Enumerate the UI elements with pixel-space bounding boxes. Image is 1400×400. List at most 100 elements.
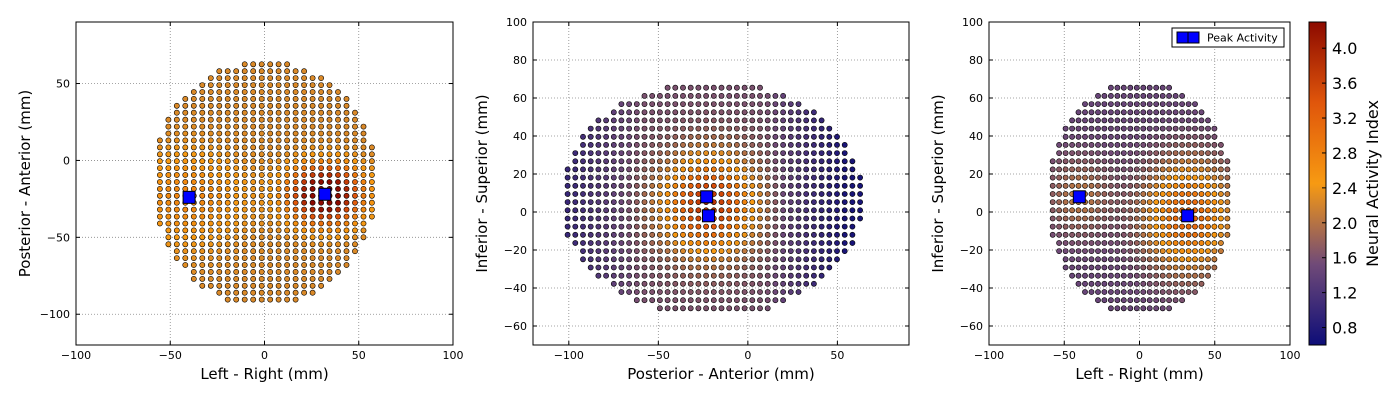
data-point: [1120, 289, 1127, 295]
data-point: [649, 199, 656, 205]
data-point: [173, 102, 180, 109]
data-point: [1179, 117, 1185, 124]
data-point: [241, 61, 248, 68]
data-point: [1172, 256, 1179, 263]
data-point: [1166, 109, 1172, 116]
data-point: [1056, 223, 1062, 230]
data-point: [618, 109, 625, 116]
data-point: [1075, 215, 1082, 222]
data-point: [811, 256, 817, 263]
data-point: [1159, 133, 1166, 140]
data-point: [803, 264, 810, 271]
data-point: [572, 182, 579, 189]
data-point: [757, 109, 763, 116]
data-point: [1082, 215, 1088, 222]
data-point: [749, 289, 756, 295]
data-point: [695, 93, 702, 99]
data-point: [258, 102, 265, 109]
legend-label: Peak Activity: [1207, 32, 1278, 45]
data-point: [216, 75, 223, 81]
data-point: [787, 280, 794, 287]
data-point: [335, 192, 341, 199]
data-point: [726, 141, 733, 148]
data-point: [741, 174, 748, 181]
data-point: [1166, 289, 1172, 295]
data-point: [275, 82, 282, 88]
data-point: [1133, 289, 1140, 295]
data-point: [1179, 141, 1185, 148]
data-point: [564, 166, 571, 173]
data-point: [224, 172, 231, 178]
data-point: [803, 166, 810, 173]
data-point: [258, 137, 265, 144]
data-point: [710, 240, 717, 246]
data-point: [811, 182, 817, 189]
data-point: [1185, 109, 1192, 116]
y-tick-label: −100: [40, 308, 70, 321]
data-point: [680, 240, 686, 246]
data-point: [241, 248, 248, 255]
data-point: [173, 116, 180, 123]
data-point: [1192, 182, 1198, 189]
data-point: [343, 144, 350, 151]
data-point: [360, 234, 367, 241]
data-point: [1120, 174, 1127, 181]
data-point: [250, 123, 257, 130]
data-point: [250, 130, 257, 137]
data-point: [318, 220, 324, 227]
data-point: [757, 117, 763, 124]
data-point: [284, 137, 290, 144]
data-point: [326, 262, 333, 268]
data-point: [1069, 248, 1075, 254]
data-point: [1159, 84, 1166, 91]
data-point: [726, 215, 733, 222]
data-point: [318, 206, 324, 213]
data-point: [649, 223, 656, 230]
data-point: [1127, 223, 1134, 230]
data-point: [335, 151, 341, 158]
data-point: [618, 264, 625, 271]
data-point: [1120, 231, 1127, 238]
data-point: [657, 280, 663, 287]
data-point: [618, 272, 625, 279]
data-point: [680, 191, 686, 197]
data-point: [1218, 166, 1224, 173]
data-point: [603, 256, 609, 263]
data-point: [335, 137, 341, 144]
data-point: [718, 158, 725, 165]
data-point: [233, 255, 240, 261]
data-point: [595, 174, 602, 181]
data-point: [275, 144, 282, 151]
data-point: [216, 220, 223, 227]
data-point: [1108, 215, 1114, 222]
data-point: [1101, 117, 1108, 124]
data-point: [1153, 158, 1160, 165]
data-point: [626, 264, 632, 271]
data-point: [199, 130, 206, 137]
data-point: [818, 191, 825, 197]
data-point: [309, 102, 316, 109]
x-tick-label: 0: [1136, 349, 1143, 362]
data-point: [664, 240, 671, 246]
data-point: [199, 282, 206, 289]
data-point: [741, 158, 748, 165]
data-point: [680, 280, 686, 287]
data-point: [1224, 223, 1231, 230]
data-point: [603, 223, 609, 230]
data-point: [267, 227, 274, 234]
data-point: [834, 174, 840, 181]
data-point: [757, 272, 763, 279]
data-point: [216, 158, 223, 165]
data-point: [216, 109, 223, 116]
data-point: [595, 207, 602, 214]
data-point: [267, 206, 274, 213]
data-point: [1095, 182, 1101, 189]
data-point: [1146, 240, 1153, 246]
data-point: [1120, 93, 1127, 99]
data-point: [710, 256, 717, 263]
data-point: [734, 199, 740, 205]
data-point: [680, 117, 686, 124]
data-point: [1179, 174, 1185, 181]
data-point: [757, 280, 763, 287]
data-point: [1062, 150, 1069, 156]
